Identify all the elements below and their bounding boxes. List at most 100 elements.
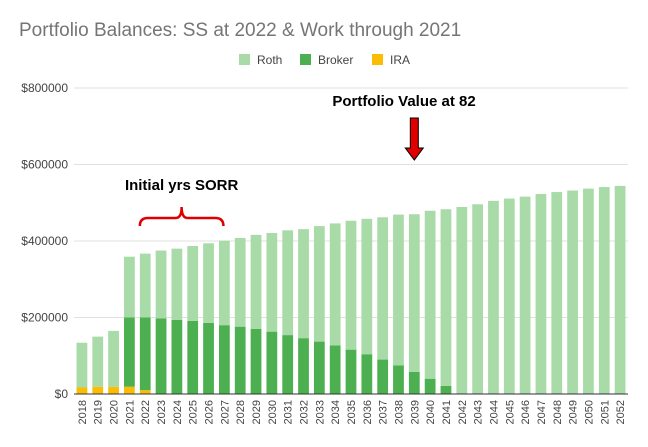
bar-broker-2033 <box>313 341 325 394</box>
legend-swatch-ira <box>372 54 383 65</box>
x-tick-label: 2037 <box>378 400 390 424</box>
y-tick-label: $0 <box>55 387 69 401</box>
portfolio-value-82-label: Portfolio Value at 82 <box>332 93 475 110</box>
bar-roth-2030 <box>266 232 278 332</box>
y-axis-ticks: $0 $200000 $400000 $600000 $800000 <box>21 81 68 401</box>
bar-broker-2029 <box>250 328 262 394</box>
bar-broker-2034 <box>329 345 341 394</box>
bar-broker-2027 <box>218 325 230 394</box>
bar-broker-2035 <box>345 349 357 394</box>
bar-roth-2032 <box>298 229 309 339</box>
bar-roth-2023 <box>155 250 167 319</box>
bar-roth-2033 <box>313 226 325 342</box>
x-tick-label: 2026 <box>204 400 216 424</box>
x-tick-label: 2052 <box>615 400 627 424</box>
x-tick-label: 2020 <box>109 400 121 424</box>
bar-roth-2042 <box>456 206 468 394</box>
x-tick-label: 2033 <box>314 400 326 424</box>
bar-roth-2037 <box>377 217 389 360</box>
chart-legend: Roth Broker IRA <box>239 53 410 67</box>
x-tick-label: 2036 <box>362 400 374 424</box>
bar-roth-2034 <box>329 223 341 346</box>
legend-label-ira: IRA <box>390 53 410 67</box>
legend-label-roth: Roth <box>257 53 282 67</box>
x-tick-label: 2023 <box>156 400 168 424</box>
x-tick-label: 2043 <box>473 400 485 424</box>
bar-ira-2019 <box>92 386 104 394</box>
y-tick-label: $800000 <box>21 81 68 95</box>
bar-roth-2029 <box>250 234 262 329</box>
bar-broker-2038 <box>393 365 404 394</box>
bar-roth-2051 <box>598 187 610 394</box>
sorr-label: Initial yrs SORR <box>125 177 239 194</box>
bar-broker-2026 <box>203 322 214 394</box>
x-tick-label: 2024 <box>172 400 184 424</box>
x-tick-label: 2019 <box>93 400 105 424</box>
x-tick-label: 2046 <box>520 400 532 424</box>
bar-roth-2026 <box>203 243 214 323</box>
bar-roth-2049 <box>567 190 578 394</box>
bar-roth-2020 <box>108 330 119 387</box>
x-tick-label: 2021 <box>124 400 136 424</box>
legend-swatch-roth <box>239 54 250 65</box>
x-tick-label: 2051 <box>599 400 611 424</box>
x-tick-label: 2030 <box>267 400 279 424</box>
x-tick-label: 2018 <box>77 400 89 424</box>
bar-broker-2024 <box>171 319 183 394</box>
bar-broker-2031 <box>282 335 294 394</box>
x-tick-label: 2048 <box>552 400 564 424</box>
bars <box>76 185 626 395</box>
x-tick-label: 2025 <box>188 400 200 424</box>
bar-roth-2039 <box>408 214 420 372</box>
x-axis-ticks: 2018 2019 2020 2021 2022 2023 2024 2025 2026 2027… <box>77 400 627 424</box>
bar-broker-2039 <box>408 371 420 394</box>
bar-roth-2048 <box>551 192 563 394</box>
x-tick-label: 2039 <box>409 400 421 424</box>
bar-roth-2035 <box>345 220 357 350</box>
down-arrow-icon <box>404 117 425 161</box>
sorr-annotation: Initial yrs SORR <box>125 177 239 227</box>
bar-roth-2018 <box>76 342 88 388</box>
legend-swatch-broker <box>300 54 311 65</box>
legend-label-broker: Broker <box>318 53 353 67</box>
bar-broker-2021 <box>124 317 135 387</box>
portfolio-value-82-annotation: Portfolio Value at 82 <box>332 93 476 161</box>
bar-ira-2020 <box>108 386 119 394</box>
bar-roth-2024 <box>171 248 183 320</box>
x-tick-label: 2032 <box>299 400 311 424</box>
bar-ira-2018 <box>76 387 88 394</box>
x-tick-label: 2045 <box>504 400 516 424</box>
bar-roth-2052 <box>614 185 626 394</box>
bar-roth-2031 <box>282 230 294 336</box>
x-tick-label: 2050 <box>583 400 595 424</box>
y-tick-label: $600000 <box>21 158 68 172</box>
x-tick-label: 2029 <box>251 400 263 424</box>
y-tick-label: $200000 <box>21 311 68 325</box>
bar-roth-2040 <box>424 210 436 379</box>
bar-broker-2025 <box>187 320 199 394</box>
x-tick-label: 2028 <box>235 400 247 424</box>
bar-roth-2019 <box>92 336 104 387</box>
x-tick-label: 2049 <box>568 400 580 424</box>
bar-roth-2022 <box>139 253 151 318</box>
bar-broker-2028 <box>234 326 246 394</box>
bar-broker-2040 <box>424 378 436 394</box>
bar-roth-2036 <box>361 218 373 355</box>
bar-broker-2036 <box>361 354 373 394</box>
x-tick-label: 2042 <box>457 400 469 424</box>
bar-broker-2030 <box>266 331 278 394</box>
bar-roth-2047 <box>535 193 547 394</box>
bar-roth-2043 <box>472 204 484 394</box>
bar-roth-2027 <box>218 240 230 326</box>
x-tick-label: 2038 <box>393 400 405 424</box>
x-tick-label: 2044 <box>488 400 500 424</box>
x-tick-label: 2035 <box>346 400 358 424</box>
x-tick-label: 2034 <box>330 400 342 424</box>
chart-title: Portfolio Balances: SS at 2022 & Work th… <box>19 20 461 41</box>
x-tick-label: 2047 <box>536 400 548 424</box>
y-tick-label: $400000 <box>21 234 68 248</box>
x-tick-label: 2040 <box>425 400 437 424</box>
x-tick-label: 2022 <box>140 400 152 424</box>
x-tick-label: 2027 <box>219 400 231 424</box>
